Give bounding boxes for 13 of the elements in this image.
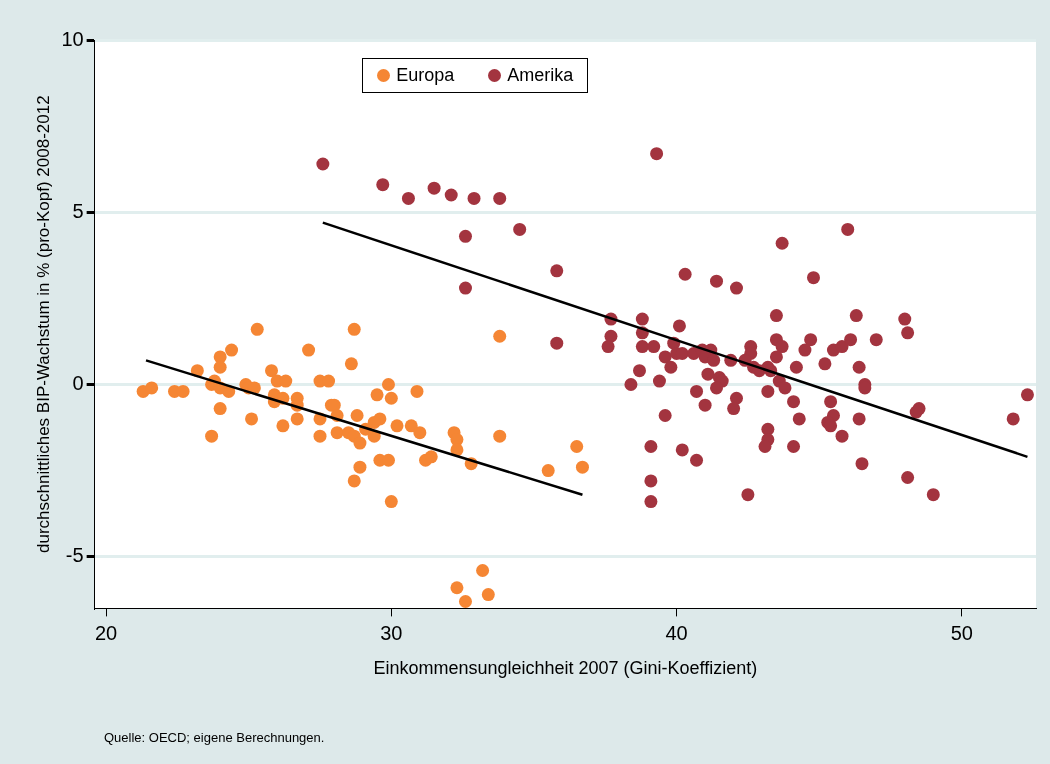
x-tick-label: 50 <box>950 621 973 644</box>
x-tick-label: 20 <box>94 621 118 644</box>
x-tick-label: 30 <box>380 621 403 644</box>
y-tick-label: -5 <box>65 544 84 567</box>
x-axis-title: Einkommensungleichheit 2007 (Gini-Koeffizient) <box>373 658 758 679</box>
source-note: Quelle: OECD; eigene Berechnungen. <box>104 730 325 745</box>
x-tick-label: 40 <box>665 621 688 644</box>
y-tick-label: 10 <box>61 27 84 50</box>
y-tick-label: 5 <box>72 199 84 222</box>
legend-label: Amerika <box>507 65 574 86</box>
y-axis-title: durchschnittliches BIP-Wachstum in % (pro-Kopf) 2008-2012 <box>33 95 53 554</box>
legend-label: Europa <box>396 65 455 86</box>
y-tick-label: 0 <box>72 372 84 394</box>
